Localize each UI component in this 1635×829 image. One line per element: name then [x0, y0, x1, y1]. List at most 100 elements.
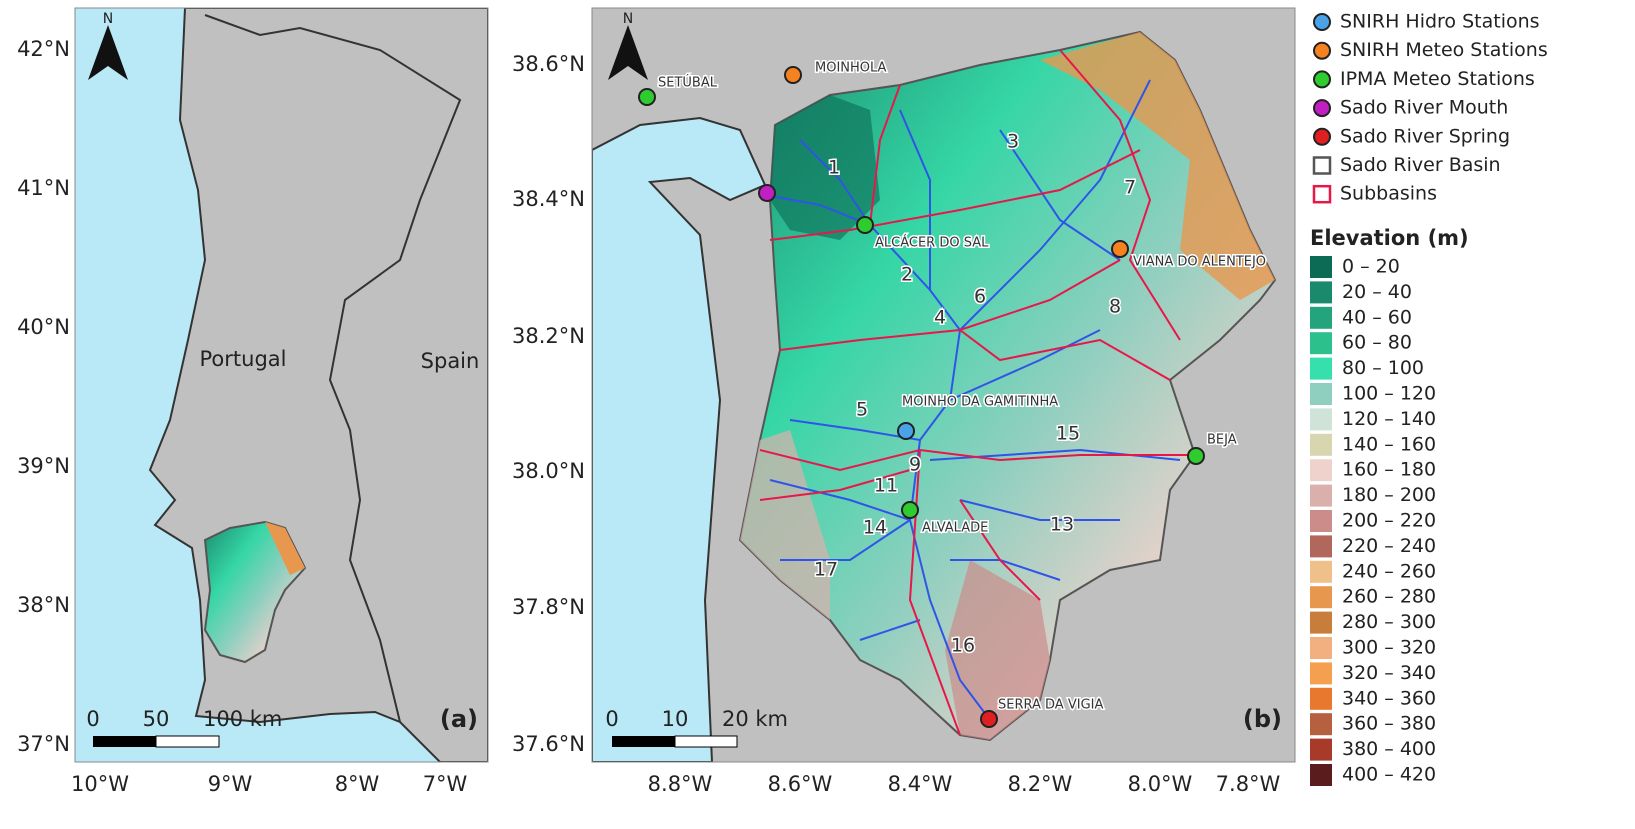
- north-label: N: [103, 11, 113, 27]
- legend-swatch: [1310, 332, 1332, 355]
- subbasin-number: 14: [863, 517, 887, 539]
- legend-label: 300 – 320: [1342, 637, 1436, 659]
- subbasin-number: 15: [1056, 423, 1080, 445]
- scale-label: 10: [662, 707, 689, 731]
- legend-title: Elevation (m): [1310, 226, 1469, 250]
- legend-label: 240 – 260: [1342, 560, 1436, 582]
- subbasin-number: 1: [828, 157, 840, 179]
- scale-label: 0: [86, 707, 99, 731]
- legend-label: Subbasins: [1340, 183, 1437, 205]
- lat-label: 39°N: [17, 454, 70, 478]
- subbasin-number: 5: [856, 399, 868, 421]
- country-label: Portugal: [200, 347, 287, 371]
- legend-label: 220 – 240: [1342, 535, 1436, 557]
- country-label: Spain: [421, 349, 480, 373]
- panel-b-frame: [591, 7, 1296, 763]
- station-marker: [1187, 447, 1205, 465]
- legend-swatch: [1310, 306, 1332, 329]
- lat-label: 37.8°N: [512, 595, 585, 619]
- legend-swatch: [1310, 281, 1332, 304]
- legend-symbol: [1313, 70, 1331, 89]
- subbasin-number: 13: [1050, 514, 1074, 536]
- lat-label: 37.6°N: [512, 732, 585, 756]
- legend-label: 280 – 300: [1342, 611, 1436, 633]
- legend-label: Sado River Mouth: [1340, 97, 1508, 119]
- legend-label: 0 – 20: [1342, 256, 1400, 278]
- legend-swatch: [1310, 611, 1332, 634]
- legend-label: 160 – 180: [1342, 459, 1436, 481]
- legend-swatch: [1310, 357, 1332, 380]
- panel-a-map: [75, 8, 488, 762]
- legend-swatch: [1310, 459, 1332, 482]
- lon-label: 8.2°W: [1008, 772, 1073, 796]
- legend-swatch: [1310, 586, 1332, 609]
- lon-label: 7.8°W: [1216, 772, 1281, 796]
- subbasin-number: 6: [974, 286, 986, 308]
- legend-swatch: [1310, 484, 1332, 507]
- legend-label: IPMA Meteo Stations: [1340, 68, 1535, 90]
- legend-label: 380 – 400: [1342, 738, 1436, 760]
- subbasin-number: 17: [814, 559, 838, 581]
- legend-swatch: [1310, 662, 1332, 685]
- lat-label: 40°N: [17, 315, 70, 339]
- lat-label: 38.6°N: [512, 52, 585, 76]
- legend-label: 80 – 100: [1342, 357, 1424, 379]
- subbasin-number: 8: [1109, 296, 1121, 318]
- legend-symbol: [1313, 99, 1331, 118]
- legend-label: 140 – 160: [1342, 433, 1436, 455]
- legend-label: 60 – 80: [1342, 332, 1412, 354]
- scale-label: 100 km: [203, 707, 282, 731]
- legend-symbol: [1312, 156, 1332, 175]
- legend-label: 360 – 380: [1342, 713, 1436, 735]
- subbasin-number: 4: [934, 307, 946, 329]
- lon-label: 10°W: [71, 772, 129, 796]
- station-label: VIANA DO ALENTEJO: [1133, 255, 1266, 270]
- legend-symbol: [1312, 184, 1332, 204]
- legend-swatch: [1310, 433, 1332, 456]
- lat-label: 38°N: [17, 593, 70, 617]
- legend-symbol: [1313, 127, 1331, 146]
- panel-b-map: [592, 8, 1295, 762]
- lon-label: 9°W: [208, 772, 253, 796]
- legend-label: 180 – 200: [1342, 484, 1436, 506]
- subbasin-number: 16: [951, 635, 975, 657]
- lat-label: 38.2°N: [512, 324, 585, 348]
- scale-bar: [674, 735, 738, 748]
- north-arrow: [88, 25, 128, 80]
- legend-label: SNIRH Meteo Stations: [1340, 39, 1548, 61]
- legend-swatch: [1310, 535, 1332, 558]
- lon-label: 8.0°W: [1128, 772, 1193, 796]
- legend-swatch: [1310, 637, 1332, 659]
- lat-label: 42°N: [17, 37, 70, 61]
- legend-swatch: [1310, 764, 1332, 786]
- subbasin-number: 11: [874, 475, 898, 497]
- lon-label: 7°W: [423, 772, 468, 796]
- north-label: N: [623, 11, 633, 27]
- subbasin-number: 2: [901, 264, 913, 286]
- legend-swatch: [1310, 510, 1332, 532]
- legend-symbol: [1313, 13, 1331, 31]
- panel-label: (b): [1243, 705, 1282, 733]
- legend-label: 20 – 40: [1342, 281, 1412, 303]
- scale-bar: [155, 735, 220, 748]
- station-label: ALVALADE: [922, 521, 988, 536]
- lon-label: 8°W: [335, 772, 380, 796]
- panel-label: (a): [440, 705, 478, 733]
- lon-label: 8.8°W: [648, 772, 713, 796]
- legend-label: Sado River Basin: [1340, 154, 1501, 176]
- station-label: BEJA: [1207, 433, 1237, 448]
- legend-swatch: [1310, 560, 1332, 583]
- station-marker: [784, 66, 802, 84]
- scale-label: 50: [143, 707, 170, 731]
- lat-label: 41°N: [17, 176, 70, 200]
- legend-label: 40 – 60: [1342, 306, 1412, 328]
- station-marker: [901, 501, 919, 519]
- north-arrow: [608, 25, 648, 80]
- scale-label: 20 km: [722, 707, 788, 731]
- legend-label: 100 – 120: [1342, 383, 1436, 405]
- station-label: SETÚBAL: [658, 75, 718, 91]
- legend-label: SNIRH Hidro Stations: [1340, 11, 1540, 33]
- station-marker: [638, 88, 656, 106]
- legend-swatch: [1310, 687, 1332, 710]
